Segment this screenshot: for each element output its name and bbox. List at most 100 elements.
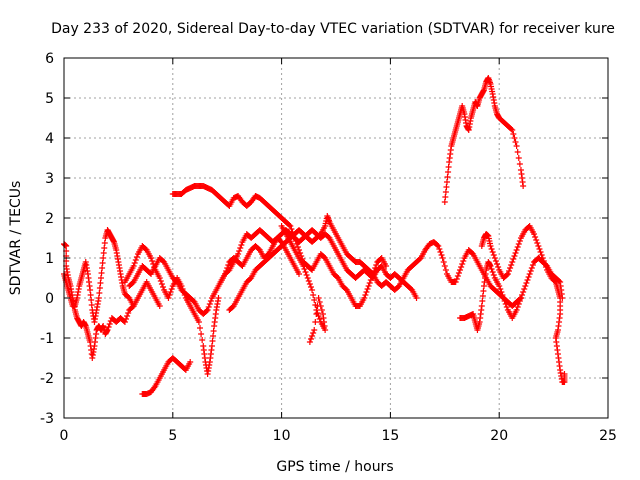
series-arc8: [226, 213, 524, 313]
data-point: [104, 327, 111, 333]
data-point: [215, 295, 222, 301]
data-point: [458, 264, 465, 270]
data-point: [106, 321, 113, 327]
data-point: [133, 254, 140, 260]
data-point: [206, 301, 213, 307]
data-point: [307, 284, 314, 290]
series-arc3: [121, 243, 222, 377]
data-point: [542, 264, 549, 270]
data-point: [157, 278, 164, 284]
data-point: [361, 295, 368, 301]
data-point: [491, 255, 498, 261]
data-point: [513, 143, 520, 149]
data-point: [459, 261, 466, 267]
data-point: [149, 258, 156, 264]
data-point: [312, 319, 319, 325]
data-point: [306, 281, 313, 287]
data-point: [309, 333, 316, 339]
data-point: [510, 131, 517, 137]
axis-ticks: 0 5 10 15 20 25 -3 -2 -1 0 1 2 3 4 5 6: [40, 51, 617, 444]
data-point: [488, 246, 495, 252]
data-point: [534, 240, 541, 246]
series-arc2: [61, 227, 163, 325]
data-point: [496, 283, 503, 289]
data-point: [524, 277, 531, 283]
data-point: [498, 289, 505, 295]
data-point: [125, 310, 132, 316]
data-point: [316, 299, 323, 305]
data-point: [318, 307, 325, 313]
data-point: [540, 258, 547, 264]
data-point: [511, 253, 518, 259]
y-tick-label: 5: [45, 91, 54, 107]
data-point: [516, 161, 523, 167]
y-tick-label: 1: [45, 251, 54, 267]
data-point: [168, 286, 175, 292]
data-point: [124, 313, 131, 319]
data-point: [509, 259, 516, 265]
data-point: [305, 278, 312, 284]
data-point: [132, 257, 139, 263]
plot-frame: [63, 57, 609, 419]
data-point: [497, 286, 504, 292]
data-point: [365, 283, 372, 289]
data-point: [503, 272, 510, 278]
data-point: [204, 307, 211, 313]
data-point: [306, 339, 313, 345]
data-point: [561, 371, 568, 377]
data-point: [362, 292, 369, 298]
data-point: [513, 247, 520, 253]
data-point: [519, 292, 526, 298]
y-tick-label: -2: [40, 371, 54, 387]
data-point: [512, 139, 519, 145]
y-tick-label: -1: [40, 331, 54, 347]
data-point: [301, 266, 308, 272]
data-point: [294, 244, 301, 250]
data-point: [515, 241, 522, 247]
data-point: [166, 292, 173, 298]
data-point: [535, 243, 542, 249]
data-point: [310, 330, 317, 336]
x-tick-label: 0: [60, 428, 69, 444]
data-point: [525, 274, 532, 280]
data-point: [513, 307, 520, 313]
y-tick-label: 2: [45, 211, 54, 227]
data-point: [488, 266, 495, 272]
data-point: [314, 303, 321, 309]
data-point: [286, 222, 293, 228]
x-tick-label: 10: [273, 428, 291, 444]
data-point: [487, 263, 494, 269]
data-point: [495, 264, 502, 270]
x-tick-label: 20: [490, 428, 508, 444]
data-point: [167, 289, 174, 295]
data-point: [500, 295, 507, 301]
data-point: [527, 268, 534, 274]
data-point: [238, 242, 245, 248]
data-point: [304, 275, 311, 281]
data-point: [224, 265, 231, 271]
data-point: [123, 316, 130, 322]
data-point: [520, 289, 527, 295]
data-point: [309, 287, 316, 293]
data-point: [520, 183, 527, 189]
x-tick-label: 5: [168, 428, 177, 444]
data-point: [199, 337, 206, 343]
data-point: [364, 286, 371, 292]
data-point: [319, 311, 326, 317]
data-point: [504, 271, 511, 277]
data-point: [237, 245, 244, 251]
x-tick-label: 15: [381, 428, 399, 444]
data-point: [307, 336, 314, 342]
data-point: [452, 279, 459, 285]
data-point: [515, 301, 522, 307]
data-point: [509, 127, 516, 133]
data-point: [532, 234, 539, 240]
data-point: [454, 273, 461, 279]
data-point: [441, 263, 448, 269]
data-point: [438, 252, 445, 258]
x-axis-title: GPS time / hours: [276, 459, 393, 475]
data-point: [315, 295, 322, 301]
data-point: [440, 259, 447, 265]
data-point: [363, 289, 370, 295]
